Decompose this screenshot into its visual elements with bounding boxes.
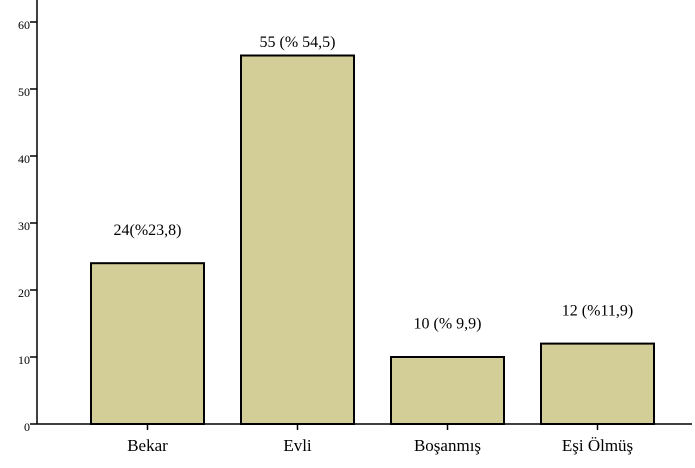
- y-tick-label: 50: [18, 85, 30, 99]
- x-tick-label: Eşi Ölmüş: [562, 436, 633, 455]
- value-label: 10 (% 9,9): [414, 316, 482, 333]
- y-tick-label: 30: [18, 219, 30, 233]
- y-tick-label: 0: [24, 420, 30, 434]
- bar: [540, 342, 655, 426]
- x-tick-label: Evli: [283, 436, 312, 455]
- value-label: 12 (%11,9): [562, 302, 633, 319]
- x-tick-label: Bekar: [127, 436, 168, 455]
- y-tick-label: 10: [18, 353, 30, 367]
- x-tick-label: Boşanmış: [414, 436, 481, 455]
- bar: [390, 356, 505, 425]
- bar: [240, 54, 355, 425]
- y-tick-label: 20: [18, 286, 30, 300]
- y-tick-label: 60: [18, 18, 30, 32]
- value-label: 24(%23,8): [114, 222, 182, 239]
- bar: [90, 262, 205, 426]
- value-label: 55 (% 54,5): [260, 34, 336, 51]
- y-tick-label: 40: [18, 152, 30, 166]
